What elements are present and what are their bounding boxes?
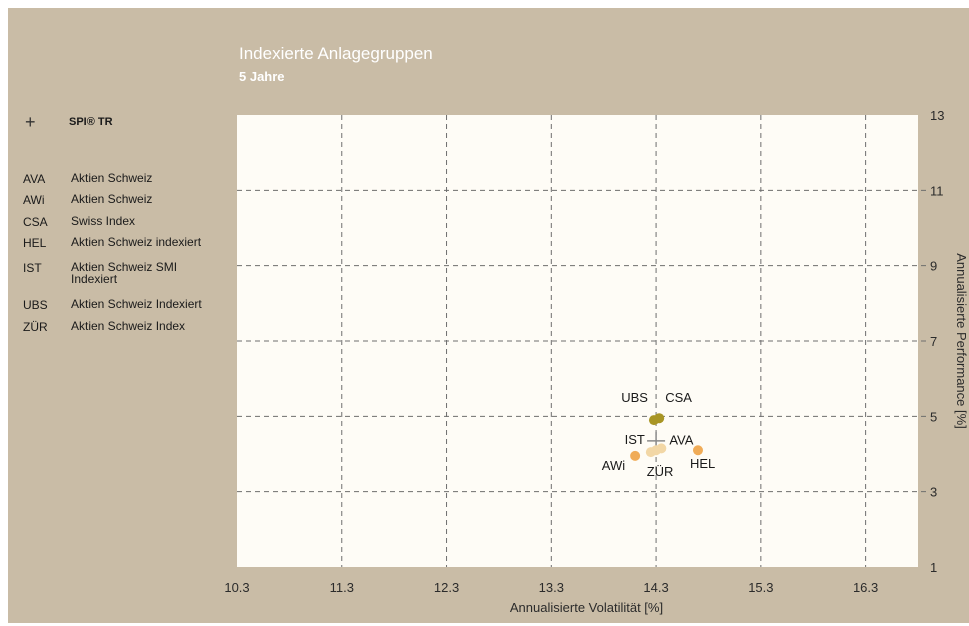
data-point-awi [630, 450, 641, 461]
legend-benchmark-label: SPI® TR [69, 116, 113, 128]
legend-item-ubs: UBS Aktien Schweiz Indexiert [23, 298, 221, 312]
legend-code: ZÜR [23, 320, 48, 334]
legend-item-ava: AVA Aktien Schweiz [23, 172, 221, 186]
legend-code: AVA [23, 172, 46, 186]
y-axis-label: Annualisierte Performance [%] [954, 253, 969, 429]
plus-icon: + [25, 112, 36, 132]
x-tick-label: 13.3 [539, 580, 564, 595]
y-tick-label: 1 [930, 560, 937, 575]
legend-item-awi: AWi Aktien Schweiz [23, 193, 221, 207]
legend-item-zur: ZÜR Aktien Schweiz Index [23, 320, 221, 334]
data-label-ava: AVA [669, 432, 693, 447]
x-tick-label: 11.3 [330, 580, 354, 595]
y-tick-label: 3 [930, 485, 937, 500]
x-tick-label: 15.3 [748, 580, 773, 595]
y-tick-label: 5 [930, 409, 937, 424]
legend-item-hel: HEL Aktien Schweiz indexiert [23, 236, 221, 250]
data-label-ist: IST [625, 432, 645, 447]
x-axis-label: Annualisierte Volatilität [%] [510, 600, 663, 615]
legend-code: HEL [23, 236, 47, 250]
data-point-zür [651, 445, 662, 456]
y-tick-label: 13 [930, 108, 944, 123]
data-point-ubs [648, 415, 659, 426]
x-tick-label: 10.3 [224, 580, 249, 595]
y-tick-label: 9 [930, 259, 937, 274]
legend-code: IST [23, 261, 42, 275]
legend-code: UBS [23, 298, 48, 312]
chart-subtitle: 5 Jahre [239, 69, 285, 84]
legend-benchmark: + SPI® TR [23, 112, 113, 132]
x-tick-label: 14.3 [643, 580, 668, 595]
legend-item-csa: CSA Swiss Index [23, 215, 221, 229]
data-point-hel [692, 445, 703, 456]
legend-name: Swiss Index [71, 214, 136, 228]
x-tick-label: 16.3 [853, 580, 878, 595]
data-label-hel: HEL [690, 456, 715, 471]
legend-name: Aktien Schweiz SMI Indexiert [71, 260, 178, 286]
legend: + SPI® TR AVA Aktien Schweiz AWi Aktien … [0, 0, 238, 620]
chart-title: Indexierte Anlagegruppen [239, 44, 433, 63]
legend-name: Aktien Schweiz [71, 192, 153, 206]
legend-name: Aktien Schweiz indexiert [71, 235, 202, 249]
legend-name: Aktien Schweiz Index [71, 319, 186, 333]
data-label-csa: CSA [665, 390, 692, 405]
y-tick-label: 11 [930, 183, 944, 198]
legend-code: AWi [23, 193, 45, 207]
data-label-awi: AWi [602, 458, 625, 473]
legend-name: Aktien Schweiz [71, 171, 153, 185]
data-label-zür: ZÜR [647, 464, 674, 479]
legend-name: Aktien Schweiz Indexiert [71, 297, 202, 311]
x-tick-label: 12.3 [434, 580, 459, 595]
data-label-ubs: UBS [621, 390, 648, 405]
y-tick-label: 7 [930, 334, 937, 349]
legend-item-ist: IST Aktien Schweiz SMI Indexiert [23, 261, 201, 285]
legend-code: CSA [23, 215, 48, 229]
